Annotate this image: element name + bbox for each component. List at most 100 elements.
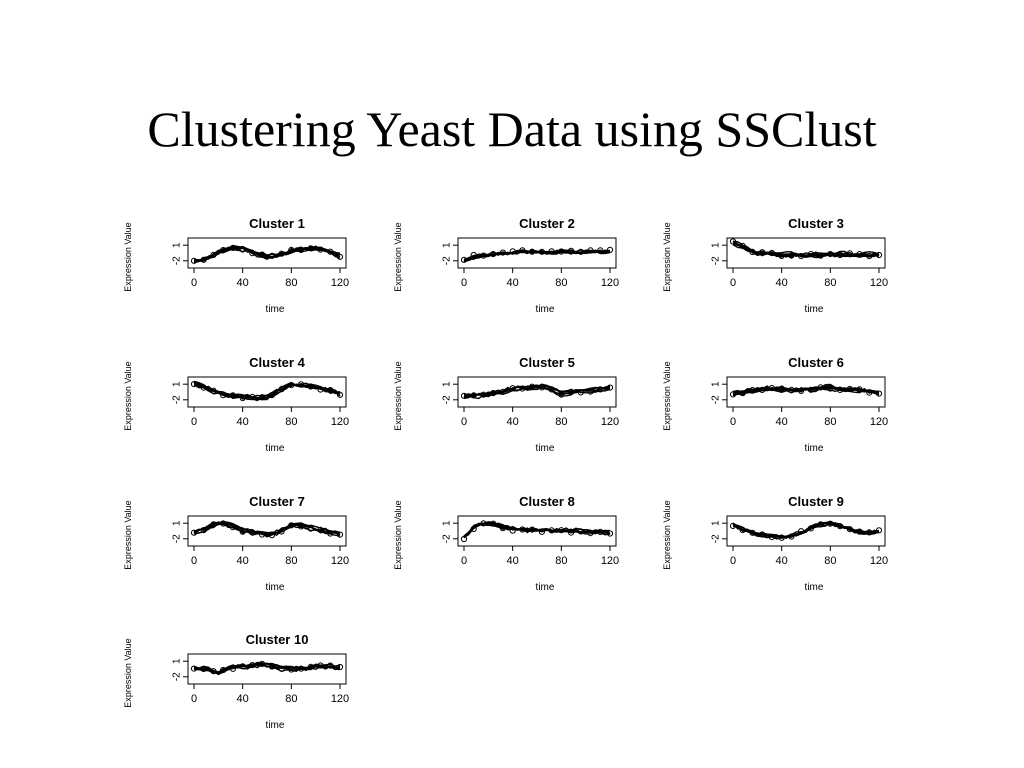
expression-trace — [732, 521, 880, 538]
y-tick-label: -2 — [172, 256, 183, 265]
x-tick-label: 80 — [285, 416, 297, 428]
data-point — [827, 251, 834, 258]
x-tick-label: 80 — [555, 416, 567, 428]
data-point — [788, 386, 795, 393]
data-point — [480, 252, 487, 259]
x-axis-label: time — [805, 582, 824, 593]
x-axis-label: time — [266, 582, 285, 593]
expression-trace — [732, 520, 880, 539]
data-point — [336, 531, 344, 538]
x-tick-label: 80 — [285, 277, 297, 289]
x-tick-label: 80 — [555, 555, 567, 567]
data-point — [729, 238, 737, 245]
data-point — [268, 392, 275, 399]
data-point — [529, 526, 536, 533]
data-point — [298, 523, 305, 530]
x-axis-label: time — [805, 443, 824, 454]
data-point — [229, 665, 236, 672]
data-point — [259, 394, 266, 401]
data-point — [837, 251, 844, 259]
y-tick-label: -2 — [172, 534, 183, 543]
x-tick-label: 0 — [191, 555, 197, 567]
data-point — [729, 391, 737, 398]
data-point — [249, 250, 256, 257]
data-point — [548, 248, 555, 255]
data-point — [729, 522, 737, 530]
data-point — [519, 385, 526, 392]
panel-title: Cluster 5 — [519, 355, 575, 370]
panel-title: Cluster 9 — [788, 494, 844, 509]
data-point — [817, 521, 824, 528]
cluster-panel: Cluster 4 1 -2 0 40 80 120 time Expression Value — [123, 355, 349, 454]
data-point — [307, 663, 314, 670]
y-tick-label: 1 — [172, 381, 183, 387]
data-point — [220, 666, 227, 674]
data-point — [577, 528, 584, 535]
y-tick-label: -2 — [172, 395, 183, 404]
plot-box — [187, 376, 347, 408]
data-point — [499, 525, 506, 532]
data-point — [568, 529, 575, 536]
cluster-panel: Cluster 10 1 -2 0 40 80 120 time Expression Valu… — [123, 632, 349, 731]
data-point — [336, 391, 344, 398]
cluster-panel: Cluster 3 1 -2 0 40 80 120 time Expression Value — [662, 216, 888, 315]
cluster-panel: Cluster 7 1 -2 0 40 80 120 time Expression Value — [123, 494, 349, 593]
data-point — [817, 252, 824, 259]
data-point — [307, 245, 314, 252]
x-tick-label: 120 — [601, 416, 619, 428]
data-point — [509, 385, 516, 392]
data-point — [327, 387, 334, 394]
data-point — [490, 390, 497, 397]
y-tick-label: -2 — [172, 672, 183, 681]
x-tick-label: 0 — [730, 277, 736, 289]
data-point — [519, 247, 526, 254]
x-tick-label: 120 — [870, 277, 888, 289]
data-point — [827, 520, 834, 527]
data-point — [587, 388, 594, 395]
data-point — [317, 526, 324, 534]
panel-title: Cluster 3 — [788, 216, 844, 231]
x-tick-label: 0 — [730, 416, 736, 428]
data-point — [239, 663, 246, 670]
cluster-panel: Cluster 9 1 -2 0 40 80 120 time Expression Value — [662, 494, 888, 593]
data-point — [837, 386, 844, 393]
x-tick-label: 0 — [191, 693, 197, 705]
data-point — [778, 385, 785, 392]
data-point — [499, 249, 506, 256]
data-point — [846, 385, 853, 393]
data-point — [798, 387, 805, 394]
data-point — [568, 247, 575, 254]
y-axis-label: Expression Value — [662, 361, 672, 430]
data-point — [606, 246, 614, 253]
data-point — [817, 384, 824, 391]
x-tick-label: 0 — [191, 277, 197, 289]
panel-title: Cluster 1 — [249, 216, 305, 231]
data-point — [190, 665, 198, 672]
y-axis-label: Expression Value — [662, 222, 672, 291]
x-tick-label: 120 — [870, 555, 888, 567]
expression-trace — [463, 383, 611, 398]
data-point — [749, 387, 756, 394]
panel-title: Cluster 2 — [519, 216, 575, 231]
data-point — [749, 529, 756, 536]
data-point — [499, 388, 506, 395]
data-point — [548, 527, 555, 534]
cluster-panel: Cluster 6 1 -2 0 40 80 120 time Expression Value — [662, 355, 888, 454]
plot-box — [457, 515, 617, 547]
data-point — [210, 251, 217, 258]
data-point — [606, 530, 614, 537]
data-point — [846, 526, 853, 533]
x-tick-label: 40 — [237, 555, 249, 567]
expression-trace — [193, 244, 341, 263]
data-point — [827, 385, 834, 392]
data-point — [529, 383, 536, 390]
x-axis-label: time — [266, 443, 285, 454]
x-tick-label: 120 — [870, 416, 888, 428]
y-axis-label: Expression Value — [393, 222, 403, 291]
data-point — [587, 247, 594, 254]
data-point — [768, 534, 776, 541]
x-tick-label: 80 — [824, 277, 836, 289]
x-tick-label: 120 — [331, 555, 349, 567]
x-tick-label: 120 — [601, 555, 619, 567]
